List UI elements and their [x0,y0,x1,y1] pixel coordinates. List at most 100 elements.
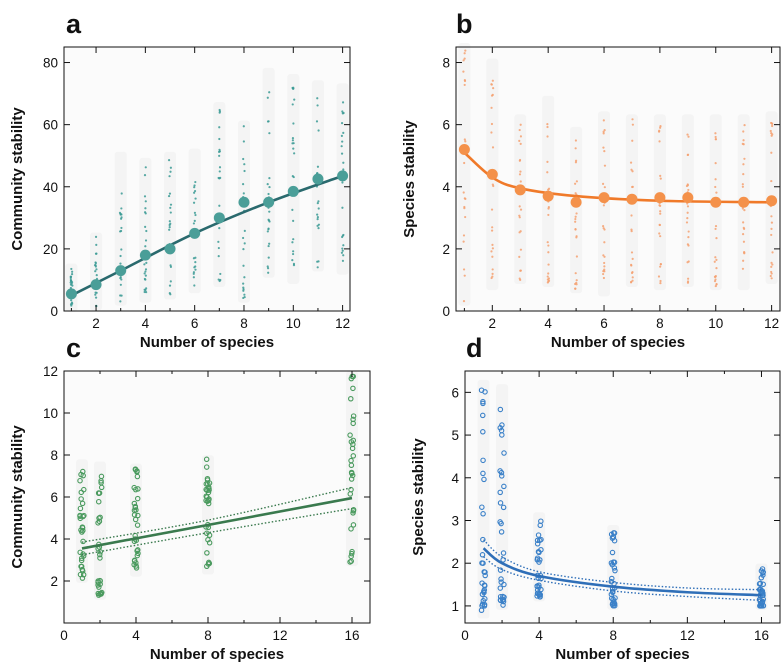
data-point [602,132,605,135]
y-tick-label: 4 [442,180,450,195]
data-point [206,559,212,566]
data-point [686,133,689,136]
data-point [612,595,618,601]
data-point [95,268,98,271]
data-point [490,122,494,126]
x-tick-label: 16 [754,628,769,643]
data-point [602,146,605,149]
data-point [243,293,246,296]
x-axis-title: Number of species [140,334,274,351]
data-point [608,560,615,566]
data-point [630,263,633,266]
data-point [518,158,522,162]
x-tick-label: 4 [142,316,150,331]
data-point [95,291,98,294]
y-axis-title: Community stability [9,107,26,251]
data-point [462,191,465,194]
data-point [574,215,577,218]
data-point [602,276,606,280]
data-point [612,567,618,574]
data-point [602,119,605,122]
data-point [144,166,147,169]
data-point [143,288,146,291]
mean-point [263,196,275,208]
data-point [292,250,295,253]
data-point [97,555,103,561]
data-point [603,150,606,153]
data-point [575,255,578,258]
data-point [242,125,245,128]
data-point [317,200,320,203]
data-point [342,111,345,115]
data-point [242,282,245,285]
data-point [536,592,543,598]
data-point [603,129,606,132]
data-point [534,557,541,563]
data-point [268,185,271,189]
data-point [574,228,577,231]
data-point [743,124,746,127]
data-point [480,429,486,435]
data-point [742,259,745,262]
data-point [480,511,486,517]
data-point [603,164,607,167]
data-point [497,597,504,604]
data-point [341,101,345,104]
mean-point [570,196,582,208]
data-point [242,288,245,291]
data-point [203,464,210,470]
data-point [492,184,495,188]
data-point [97,591,103,597]
data-point [192,222,196,225]
x-tick-label: 8 [656,316,664,331]
y-tick-label: 80 [43,56,58,71]
data-point [498,579,504,585]
data-point [69,303,73,306]
data-point [491,226,494,229]
data-point [574,272,577,275]
data-point [192,201,196,204]
y-tick-label: 0 [50,304,58,319]
data-point [608,591,615,598]
data-point [658,232,661,235]
data-point [480,400,486,407]
data-point [602,225,605,228]
data-point [518,255,521,258]
y-tick-label: 5 [451,428,459,443]
data-point [95,592,102,598]
data-point [546,171,549,174]
data-point [546,135,549,138]
data-point [519,248,523,251]
data-point [204,550,210,556]
data-point [217,255,220,258]
data-point [770,215,773,218]
data-point [94,270,97,273]
spread-band [202,455,214,575]
data-point [291,259,294,262]
data-point [350,420,356,427]
y-tick-label: 6 [442,118,450,133]
data-point [193,191,196,194]
data-point [341,247,344,250]
data-point [342,244,345,247]
data-point [98,479,104,486]
data-point [316,165,320,168]
data-point [291,142,294,145]
data-point [243,229,246,232]
data-point [204,481,211,487]
data-point [218,177,221,180]
data-point [144,225,147,228]
data-point [658,140,661,143]
data-point [168,192,172,195]
mean-point [542,190,554,202]
data-point [518,173,522,176]
data-point [268,177,271,180]
data-point [631,276,634,279]
data-point [145,291,148,294]
data-point [206,485,212,492]
spread-band [262,67,275,278]
data-point [292,262,296,265]
data-point [243,276,246,279]
data-point [94,265,97,268]
data-point [203,456,210,463]
